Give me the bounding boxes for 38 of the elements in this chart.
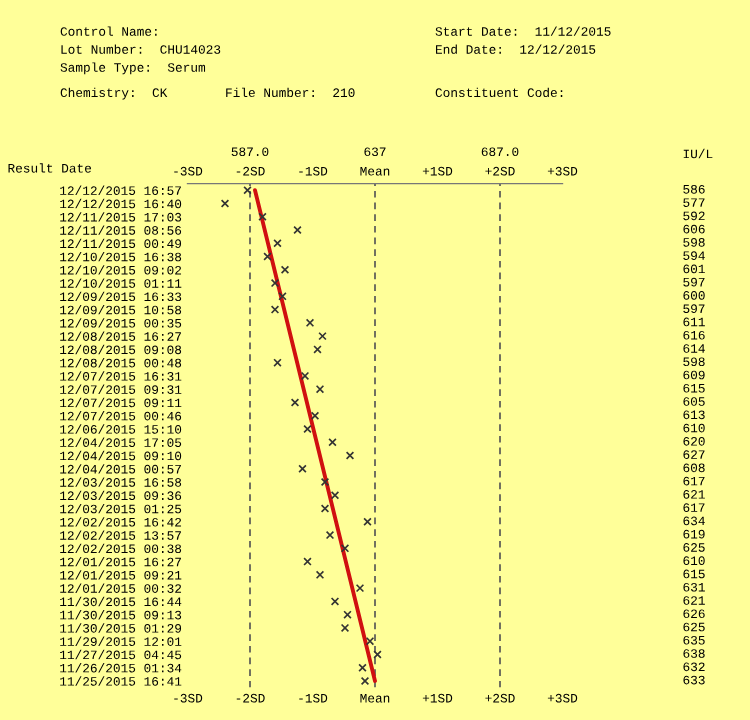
point bbox=[360, 676, 370, 686]
point bbox=[298, 464, 307, 473]
point bbox=[280, 265, 290, 275]
point bbox=[340, 544, 350, 553]
point bbox=[243, 185, 252, 195]
point bbox=[345, 451, 355, 460]
point bbox=[278, 292, 287, 301]
point bbox=[363, 517, 372, 527]
point bbox=[305, 318, 315, 328]
point bbox=[315, 384, 325, 394]
point bbox=[303, 557, 312, 566]
point bbox=[325, 530, 335, 540]
point bbox=[273, 358, 282, 367]
point bbox=[220, 199, 230, 208]
point bbox=[320, 477, 330, 487]
point bbox=[270, 278, 280, 288]
point bbox=[270, 305, 280, 314]
point bbox=[343, 610, 352, 619]
point bbox=[318, 331, 327, 341]
point bbox=[340, 623, 350, 633]
point bbox=[273, 239, 282, 248]
point bbox=[355, 583, 365, 593]
point bbox=[365, 636, 375, 646]
point bbox=[328, 437, 337, 447]
point bbox=[310, 411, 320, 420]
point bbox=[313, 345, 322, 354]
point bbox=[258, 212, 267, 221]
point bbox=[330, 597, 340, 606]
point bbox=[373, 650, 382, 659]
point bbox=[315, 570, 325, 580]
point bbox=[320, 504, 330, 513]
point bbox=[358, 663, 367, 672]
point bbox=[290, 398, 300, 407]
point bbox=[300, 371, 310, 381]
point bbox=[330, 491, 340, 500]
point bbox=[303, 424, 312, 434]
point bbox=[263, 252, 272, 261]
point bbox=[293, 225, 302, 235]
